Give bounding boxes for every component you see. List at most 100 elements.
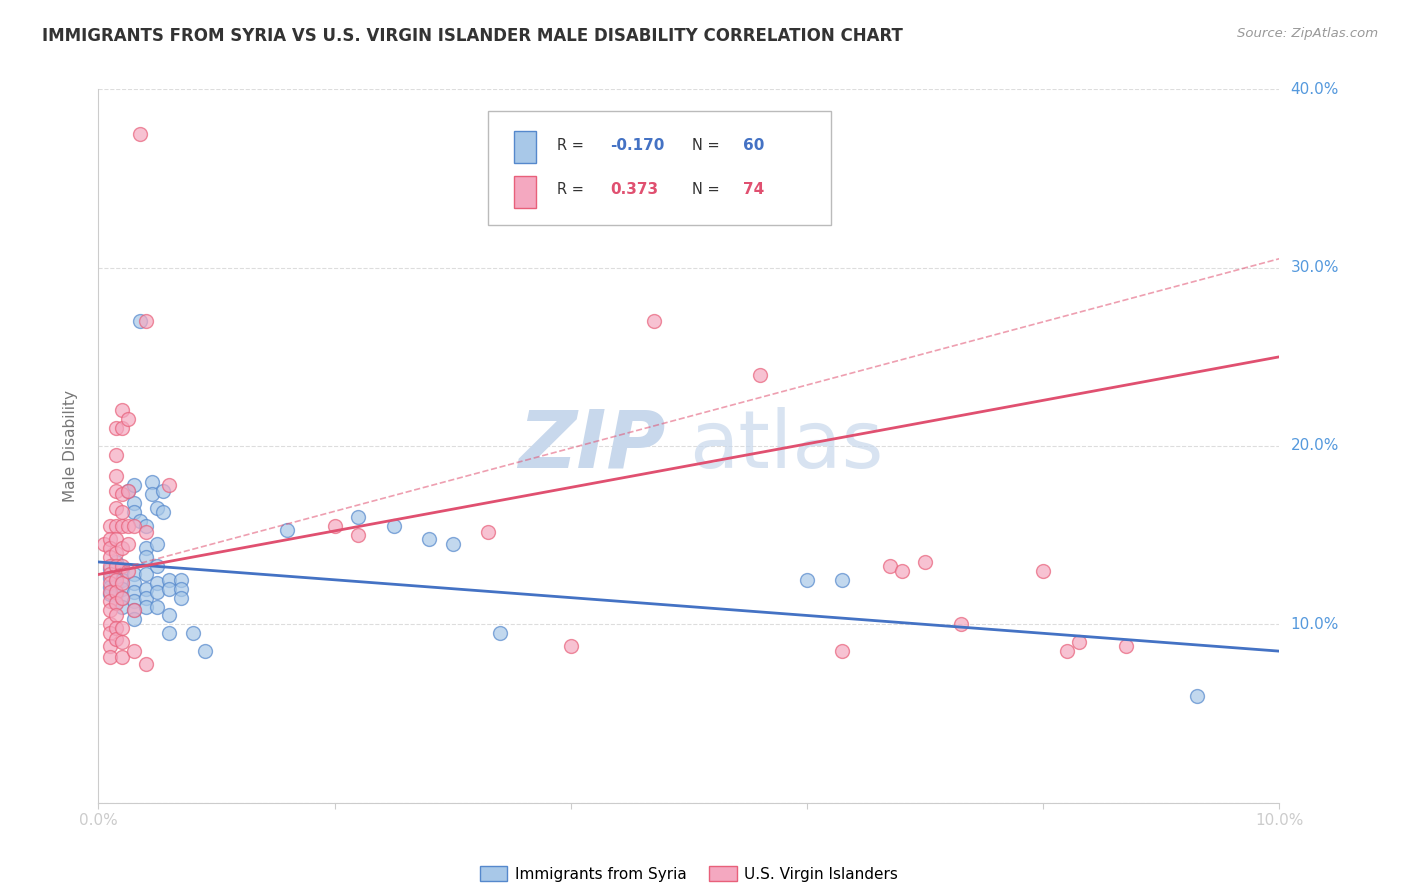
Text: 74: 74 xyxy=(744,182,765,197)
Point xyxy=(111,519,134,533)
Point xyxy=(146,576,169,591)
Point xyxy=(560,639,582,653)
Point xyxy=(98,541,121,555)
Point xyxy=(157,626,180,640)
Point xyxy=(1185,689,1208,703)
Point xyxy=(831,573,853,587)
FancyBboxPatch shape xyxy=(488,111,831,225)
Point xyxy=(105,532,128,546)
Point xyxy=(105,546,128,560)
Point xyxy=(323,519,346,533)
Point xyxy=(1115,639,1137,653)
Point xyxy=(146,585,169,599)
Point xyxy=(117,519,139,533)
Point xyxy=(170,591,193,605)
Text: R =: R = xyxy=(557,138,588,153)
Point xyxy=(98,519,121,533)
Text: N =: N = xyxy=(693,182,724,197)
Point xyxy=(105,421,128,435)
Point xyxy=(796,573,818,587)
Point xyxy=(98,580,121,594)
Point xyxy=(105,501,128,516)
Point xyxy=(111,505,134,519)
Point xyxy=(117,483,139,498)
Text: 0.373: 0.373 xyxy=(610,182,658,197)
Point xyxy=(98,562,121,576)
Point xyxy=(122,594,145,608)
Point xyxy=(135,541,157,555)
Point xyxy=(98,532,121,546)
Point xyxy=(128,127,150,141)
Point xyxy=(122,603,145,617)
Point xyxy=(111,576,134,591)
Text: ZIP: ZIP xyxy=(517,407,665,485)
Point xyxy=(105,469,128,483)
Point xyxy=(122,567,145,582)
Point xyxy=(105,448,128,462)
Point xyxy=(98,626,121,640)
Point xyxy=(1056,644,1078,658)
Point xyxy=(98,576,121,591)
Point xyxy=(831,644,853,658)
Point xyxy=(157,608,180,623)
Point xyxy=(98,639,121,653)
Point xyxy=(111,541,134,555)
Text: Source: ZipAtlas.com: Source: ZipAtlas.com xyxy=(1237,27,1378,40)
Point xyxy=(347,528,370,542)
Point xyxy=(152,483,174,498)
Point xyxy=(111,564,134,578)
Point xyxy=(914,555,936,569)
Point xyxy=(135,549,157,564)
Point xyxy=(117,483,139,498)
FancyBboxPatch shape xyxy=(515,130,536,162)
Point xyxy=(117,412,139,426)
Point xyxy=(105,483,128,498)
Point xyxy=(122,478,145,492)
Point xyxy=(135,567,157,582)
Point xyxy=(93,537,115,551)
Text: atlas: atlas xyxy=(689,407,883,485)
Point xyxy=(122,644,145,658)
Point xyxy=(105,587,128,601)
Point xyxy=(122,576,145,591)
Point xyxy=(1032,564,1054,578)
Point xyxy=(111,403,134,417)
Point xyxy=(146,599,169,614)
Point xyxy=(135,314,157,328)
FancyBboxPatch shape xyxy=(515,176,536,208)
Point xyxy=(105,573,128,587)
Point xyxy=(128,314,150,328)
Point xyxy=(170,573,193,587)
Text: 20.0%: 20.0% xyxy=(1291,439,1339,453)
Point xyxy=(122,519,145,533)
Point xyxy=(111,582,134,596)
Point xyxy=(105,519,128,533)
Point xyxy=(477,524,499,539)
Point xyxy=(105,608,128,623)
Point xyxy=(122,585,145,599)
Point xyxy=(135,599,157,614)
Point xyxy=(98,549,121,564)
Point xyxy=(122,505,145,519)
Point xyxy=(105,558,128,573)
Text: 60: 60 xyxy=(744,138,765,153)
Point xyxy=(170,582,193,596)
Point xyxy=(748,368,770,382)
Point xyxy=(98,617,121,632)
Point xyxy=(117,537,139,551)
Point xyxy=(489,626,512,640)
Point xyxy=(98,649,121,664)
Text: -0.170: -0.170 xyxy=(610,138,664,153)
Point xyxy=(122,603,145,617)
Point xyxy=(111,599,134,614)
Point xyxy=(135,519,157,533)
Text: 30.0%: 30.0% xyxy=(1291,260,1339,275)
Point xyxy=(105,596,128,610)
Point xyxy=(347,510,370,524)
Point xyxy=(105,632,128,646)
Text: IMMIGRANTS FROM SYRIA VS U.S. VIRGIN ISLANDER MALE DISABILITY CORRELATION CHART: IMMIGRANTS FROM SYRIA VS U.S. VIRGIN ISL… xyxy=(42,27,903,45)
Point xyxy=(111,649,134,664)
Point xyxy=(105,567,128,582)
Point xyxy=(111,558,134,573)
Point xyxy=(135,524,157,539)
